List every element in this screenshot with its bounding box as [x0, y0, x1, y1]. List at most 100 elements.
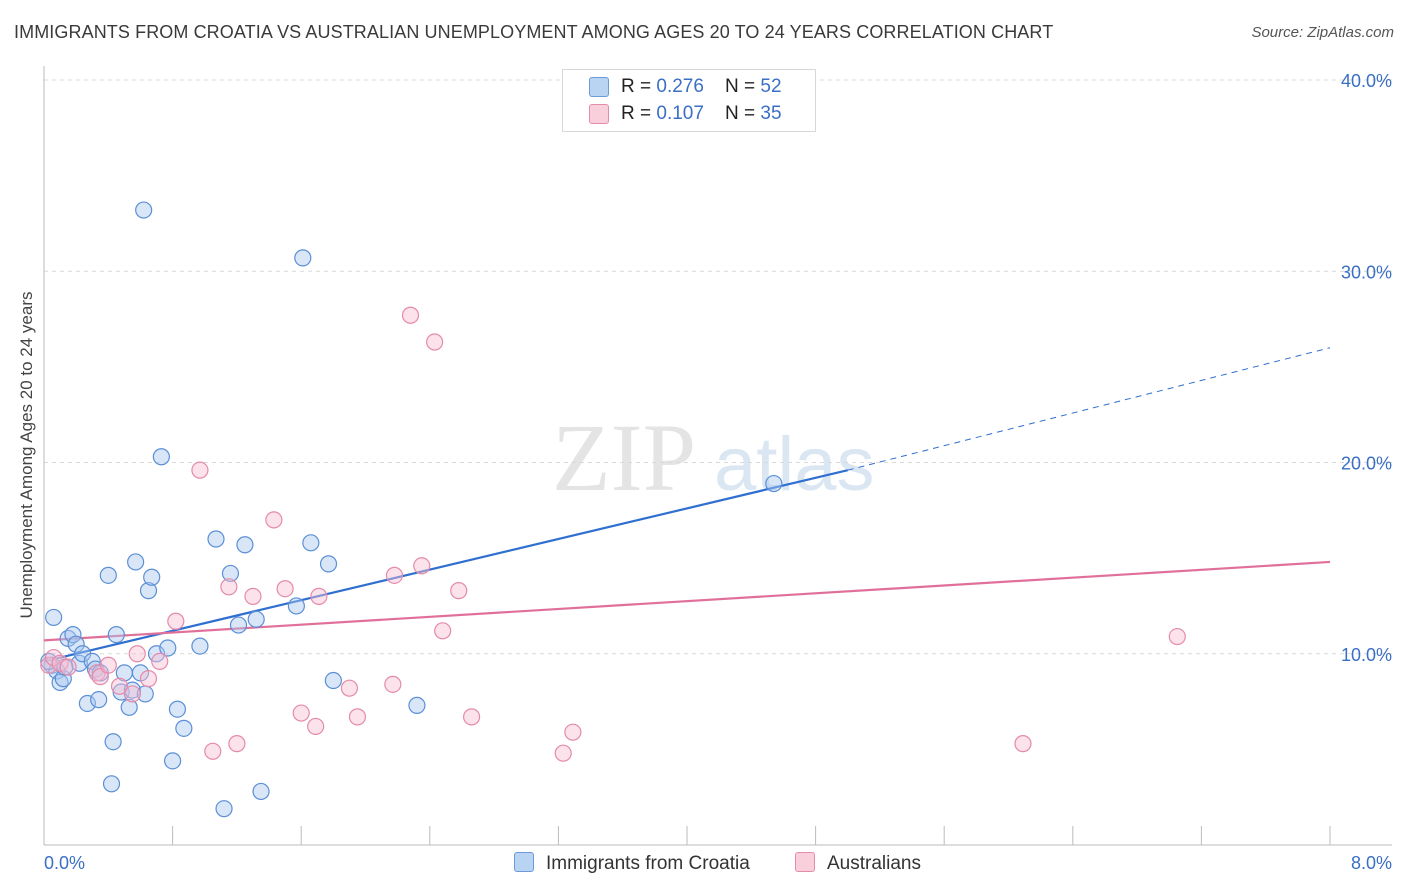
point-croatia [159, 639, 177, 657]
point-croatia [765, 474, 783, 493]
x-tick-label: 0.0% [44, 853, 85, 873]
point-australians [384, 675, 402, 693]
point-australians [139, 670, 158, 688]
gridlines [44, 79, 1392, 655]
point-croatia [294, 249, 312, 267]
point-australians [220, 578, 238, 596]
legend-n-value: 52 [760, 76, 782, 97]
chart-title: IMMIGRANTS FROM CROATIA VS AUSTRALIAN UN… [14, 22, 1054, 42]
y-axis-label: Unemployment Among Ages 20 to 24 years [17, 291, 36, 619]
point-australians [426, 333, 444, 351]
point-croatia [123, 681, 142, 699]
point-croatia [252, 782, 270, 801]
point-australians [265, 511, 283, 529]
point-croatia [152, 448, 170, 466]
point-croatia [67, 635, 85, 653]
x-tick-label: 8.0% [1351, 853, 1392, 873]
legend-n-label: N = [725, 76, 761, 97]
legend-r-label: R = [621, 103, 657, 124]
point-australians [191, 461, 209, 479]
point-australians [413, 557, 431, 575]
point-croatia [215, 800, 233, 818]
legend-swatch-pink [589, 104, 609, 124]
point-australians [292, 704, 310, 722]
point-australians [167, 612, 185, 630]
point-australians [99, 656, 117, 674]
point-croatia [287, 597, 305, 615]
point-australians [204, 742, 222, 760]
point-australians [228, 735, 246, 753]
point-australians [1014, 735, 1032, 753]
point-australians [128, 645, 146, 663]
correlation-legend: R = 0.276 N = 52 R = 0.107 N = 35 [562, 69, 816, 132]
legend-r-value: 0.107 [656, 103, 704, 124]
bottom-legend-swatch-blue [514, 852, 534, 872]
trend-line-croatia-extension [847, 347, 1331, 471]
y-tick-label: 20.0% [1341, 454, 1392, 474]
point-australians [276, 580, 294, 598]
point-croatia [236, 536, 254, 554]
watermark-atlas: atlas [714, 422, 875, 507]
point-croatia [408, 696, 426, 714]
source-label: Source: ZipAtlas.com [1251, 24, 1394, 41]
point-croatia [99, 566, 117, 584]
y-tick-label: 30.0% [1341, 262, 1392, 282]
point-australians [385, 566, 404, 584]
point-croatia [164, 752, 182, 770]
point-croatia [104, 733, 122, 751]
legend-r-label: R = [621, 76, 657, 97]
y-tick-label: 40.0% [1341, 71, 1392, 91]
point-australians [45, 648, 63, 667]
y-tick-label: 10.0% [1341, 645, 1392, 665]
point-croatia [302, 534, 320, 552]
point-croatia [168, 700, 187, 718]
point-australians [434, 622, 452, 640]
legend-n-value: 35 [760, 103, 782, 124]
point-australians [59, 658, 77, 676]
point-australians [123, 685, 142, 703]
point-australians [244, 587, 262, 605]
point-croatia [319, 555, 338, 573]
point-australians [554, 744, 572, 762]
point-australians [564, 723, 582, 741]
axes [43, 66, 1392, 846]
point-croatia [107, 626, 125, 644]
point-croatia [90, 691, 108, 709]
point-australians [348, 708, 367, 726]
point-australians [110, 677, 129, 695]
bottom-legend-label: Australians [827, 853, 921, 874]
legend-swatch-blue [589, 77, 609, 97]
bottom-legend-swatch-pink [795, 852, 815, 872]
point-croatia [102, 775, 121, 793]
point-croatia [221, 564, 240, 583]
point-australians [51, 654, 69, 672]
point-australians [340, 679, 359, 697]
point-croatia [143, 568, 161, 586]
point-australians [450, 582, 468, 600]
point-croatia [64, 626, 82, 644]
point-australians [1168, 627, 1186, 646]
watermark-zip: ZIP [552, 404, 696, 511]
point-croatia [207, 530, 225, 548]
tick-labels: 10.0% 20.0% 30.0% 40.0% 0.0% 8.0% [44, 71, 1392, 873]
point-croatia [45, 608, 63, 627]
bottom-legend-croatia: Immigrants from Croatia [514, 852, 750, 875]
point-croatia [139, 582, 158, 600]
point-australians [310, 587, 328, 605]
point-croatia [78, 694, 97, 713]
legend-n-label: N = [725, 103, 761, 124]
point-australians [401, 306, 420, 324]
point-croatia [229, 616, 248, 634]
point-australians [307, 717, 325, 736]
point-croatia [324, 671, 342, 690]
legend-r-value: 0.276 [656, 76, 704, 97]
point-australians [462, 708, 481, 726]
point-croatia [120, 698, 138, 716]
point-croatia [127, 553, 145, 571]
point-croatia [175, 719, 193, 737]
point-croatia [135, 201, 153, 219]
bottom-legend-australians: Australians [795, 852, 921, 875]
point-australians [151, 652, 169, 671]
data-points [40, 201, 1186, 818]
